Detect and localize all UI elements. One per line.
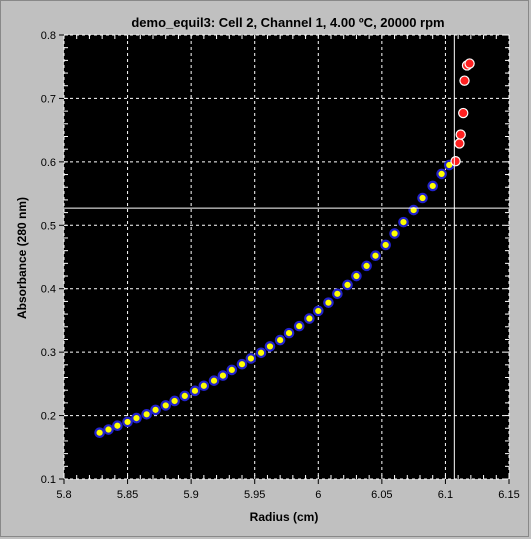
data-point <box>304 313 315 324</box>
data-point <box>122 416 133 428</box>
data-point <box>245 353 257 364</box>
data-point <box>112 420 123 432</box>
data-point <box>351 270 362 282</box>
data-point <box>427 180 439 192</box>
y-tick-label: 0.5 <box>41 220 56 232</box>
data-point <box>264 341 276 352</box>
outlier-point <box>454 138 465 149</box>
data-point <box>323 297 334 308</box>
y-tick-label: 0.7 <box>41 93 56 105</box>
x-tick-label: 6.1 <box>438 489 453 501</box>
x-tick-label: 6.15 <box>498 489 519 501</box>
y-tick-label: 0.1 <box>41 474 56 486</box>
data-point <box>103 424 114 435</box>
grid <box>63 34 510 480</box>
data-point <box>332 288 343 300</box>
y-tick-label: 0.2 <box>41 411 56 423</box>
data-point <box>436 168 447 180</box>
x-tick-label: 5.95 <box>244 489 265 501</box>
data-point <box>179 390 191 402</box>
data-point <box>342 279 353 291</box>
y-tick-label: 0.4 <box>41 284 56 296</box>
data-point <box>189 385 201 397</box>
x-tick-label: 5.8 <box>56 489 71 501</box>
data-point <box>389 228 400 239</box>
data-point <box>160 400 172 411</box>
data-point <box>380 239 391 251</box>
x-tick-label: 6.05 <box>371 489 392 501</box>
data-point <box>141 409 152 420</box>
data-point <box>226 364 238 376</box>
data-point <box>361 260 372 272</box>
x-tick-label: 5.85 <box>117 489 138 501</box>
data-point <box>236 358 248 370</box>
x-axis-ticks: 5.8 5.85 5.9 5.95 6 6.05 6.1 6.15 <box>56 479 520 501</box>
data-point <box>94 427 105 438</box>
outlier-point <box>458 107 469 119</box>
plot-area <box>64 35 509 479</box>
x-tick-label: 5.9 <box>183 489 198 501</box>
x-tick-label: 6 <box>315 489 321 501</box>
y-tick-label: 0.6 <box>41 157 56 169</box>
y-tick-label: 0.8 <box>41 30 56 42</box>
data-point <box>198 380 210 392</box>
data-point <box>131 412 142 424</box>
outlier-point <box>464 58 475 69</box>
data-point <box>283 327 295 339</box>
data-point <box>370 250 381 262</box>
chart-title: demo_equil3: Cell 2, Channel 1, 4.00 ºC,… <box>131 15 444 30</box>
outlier-point <box>459 75 470 86</box>
y-axis-ticks: 0.1 0.2 0.3 0.4 0.5 0.6 0.7 0.8 <box>41 30 64 486</box>
data-point <box>255 347 267 359</box>
data-point <box>398 216 409 228</box>
outlier-point <box>455 129 466 140</box>
crosshair <box>64 35 509 479</box>
data-point <box>417 192 428 204</box>
data-point <box>274 334 286 346</box>
data-point <box>150 404 161 416</box>
data-point <box>208 375 220 386</box>
data-point <box>169 395 180 407</box>
y-axis-label: Absorbance (280 nm) <box>15 197 29 319</box>
data-point <box>217 370 229 381</box>
y-tick-label: 0.3 <box>41 347 56 359</box>
data-series <box>94 58 475 438</box>
data-point <box>408 204 419 216</box>
outlier-point <box>450 156 461 167</box>
data-point <box>293 320 305 332</box>
data-point <box>312 305 324 317</box>
x-axis-label: Radius (cm) <box>250 510 319 524</box>
